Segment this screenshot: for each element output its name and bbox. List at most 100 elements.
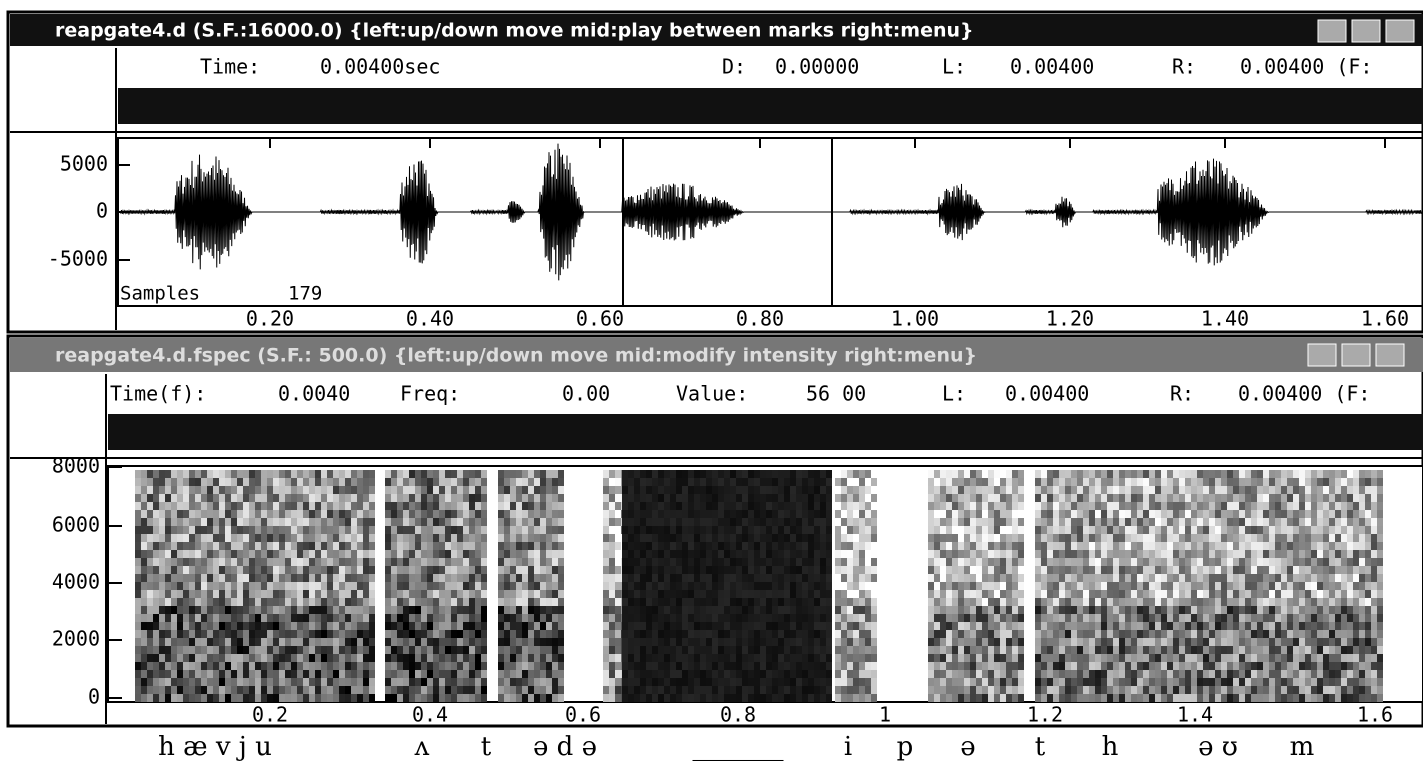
spectrogram-cell (1095, 678, 1101, 686)
spectrogram-cell (622, 510, 628, 518)
spectrogram-cell (279, 470, 285, 478)
spectrogram-cell (558, 502, 564, 510)
spectrogram-cell (165, 558, 171, 566)
spectrogram-cell (1269, 534, 1275, 542)
spectrogram-cell (694, 534, 700, 542)
spectrogram-cell (1071, 582, 1077, 590)
spectrogram-cell (1203, 478, 1209, 486)
spectrogram-cell (1107, 606, 1113, 614)
spectrogram-cell (147, 646, 153, 654)
spectrogram-cell (1155, 630, 1161, 638)
spectrogram-cell (1083, 662, 1089, 670)
scroll-bar[interactable] (108, 414, 1423, 450)
spectrogram-cell (700, 550, 706, 558)
maximize-button[interactable] (1352, 20, 1380, 42)
spectrogram-cell (1041, 558, 1047, 566)
spectrogram-cell (291, 638, 297, 646)
spectrogram-cell (1101, 566, 1107, 574)
spectrogram-cell (267, 694, 273, 702)
spectrogram-cell (946, 654, 952, 662)
spectrogram-cell (646, 646, 652, 654)
spectrogram-cell (183, 486, 189, 494)
spectrogram-cell (1131, 630, 1137, 638)
spectrogram-cell (504, 630, 510, 638)
spectrogram-cell (445, 558, 451, 566)
spectrogram-cell (1257, 638, 1263, 646)
spectrogram-cell (297, 566, 303, 574)
spectrogram-cell (267, 550, 273, 558)
spectrogram-cell (1173, 470, 1179, 478)
close-button[interactable] (1386, 20, 1414, 42)
spectrogram-cell (730, 574, 736, 582)
spectrogram-cell (784, 558, 790, 566)
spectrogram-cell (540, 486, 546, 494)
close-button[interactable] (1376, 344, 1404, 366)
spectrogram-cell (141, 574, 147, 582)
spectrogram-cell (754, 686, 760, 694)
spectrogram-cell (706, 502, 712, 510)
spectrogram-cell (135, 526, 141, 534)
spectrogram-cell (189, 478, 195, 486)
spectrogram-cell (784, 622, 790, 630)
minimize-button[interactable] (1308, 344, 1336, 366)
spectrogram-cell (982, 566, 988, 574)
spectrogram-cell (772, 654, 778, 662)
spectrogram-cell (634, 534, 640, 542)
spectrogram-cell (327, 534, 333, 542)
spectrogram-cell (820, 486, 826, 494)
spectrogram-cell (1269, 598, 1275, 606)
spectrogram-cell (928, 478, 934, 486)
spectrogram-cell (1077, 486, 1083, 494)
spectrogram-cell (427, 606, 433, 614)
minimize-button[interactable] (1318, 20, 1346, 42)
spectrogram-cell (225, 606, 231, 614)
spectrogram-cell (415, 662, 421, 670)
spectrogram-cell (664, 606, 670, 614)
spectrogram-cell (516, 654, 522, 662)
spectrogram-cell (778, 542, 784, 550)
spectrogram-cell (481, 486, 487, 494)
spectrogram-cell (1209, 494, 1215, 502)
spectrogram-cell (1161, 630, 1167, 638)
spectrogram-cell (1257, 670, 1263, 678)
spectrogram-cell (808, 606, 814, 614)
spectrogram-cell (1191, 518, 1197, 526)
spectrogram-cell (1065, 494, 1071, 502)
spectrogram-cell (195, 678, 201, 686)
spectrogram-cell (1245, 582, 1251, 590)
spectrogram-cell (1179, 486, 1185, 494)
spectrogram-cell (297, 670, 303, 678)
spectrogram-cell (165, 590, 171, 598)
spectrogram-cell (1065, 654, 1071, 662)
spectrogram-cell (1006, 510, 1012, 518)
scroll-bar[interactable] (118, 88, 1423, 124)
spectrogram-cell (1203, 614, 1209, 622)
spectrogram-cell (309, 502, 315, 510)
spectrogram-cell (748, 606, 754, 614)
spectrogram-cell (327, 494, 333, 502)
spectrogram-cell (622, 566, 628, 574)
spectrogram-cell (958, 510, 964, 518)
spectrogram-cell (853, 694, 859, 702)
spectrogram-cell (615, 678, 621, 686)
spectrogram-cell (1065, 502, 1071, 510)
maximize-button[interactable] (1342, 344, 1370, 366)
spectrogram-cell (682, 582, 688, 590)
spectrogram-cell (784, 694, 790, 702)
spectrogram-cell (516, 470, 522, 478)
spectrogram-cell (1233, 654, 1239, 662)
spectrogram-cell (766, 598, 772, 606)
spectrogram-cell (835, 694, 841, 702)
spectrogram-cell (808, 622, 814, 630)
spectrogram-cell (273, 646, 279, 654)
spectrogram-cell (1137, 654, 1143, 662)
spectrogram-cell (1131, 470, 1137, 478)
spectrogram-cell (475, 686, 481, 694)
spectrogram-cell (700, 534, 706, 542)
spectrogram-cell (510, 694, 516, 702)
spectrogram-cell (676, 662, 682, 670)
spectrogram-cell (457, 550, 463, 558)
spectrogram-cell (439, 606, 445, 614)
spectrogram-cell (504, 526, 510, 534)
spectrogram-cell (1107, 694, 1113, 702)
